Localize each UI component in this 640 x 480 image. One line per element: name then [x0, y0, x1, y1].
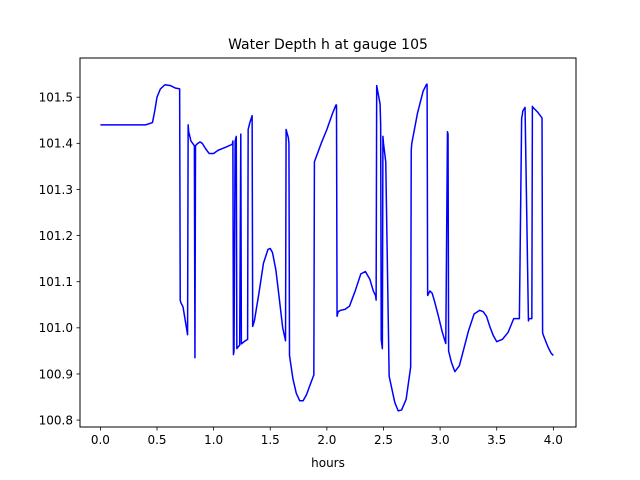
series-layer: [100, 83, 554, 412]
y-tick-label: 101.0: [39, 321, 73, 335]
chart-title: Water Depth h at gauge 105: [228, 37, 428, 53]
y-tick-label: 101.3: [39, 183, 73, 197]
ticks-layer: 0.0 0.5 1.0 1.5 2.0 2.5 3.0 3.5 4.0 100.8 100.9 101…: [39, 91, 563, 447]
x-tick-label: 2.5: [374, 433, 393, 447]
x-axis-label: hours: [311, 456, 345, 470]
x-tick-label: 0.0: [91, 433, 110, 447]
series-line-0: [100, 83, 554, 412]
plot-area: [80, 58, 576, 427]
y-tick-label: 101.4: [39, 137, 73, 151]
x-tick-label: 4.0: [544, 433, 563, 447]
x-tick-label: 1.5: [261, 433, 280, 447]
y-tick-label: 101.2: [39, 229, 73, 243]
y-tick-label: 101.5: [39, 91, 73, 105]
axes-frame: [79, 57, 577, 428]
y-tick-label: 101.1: [39, 275, 73, 289]
y-tick-label: 100.8: [39, 413, 73, 427]
y-tick-label: 100.9: [39, 367, 73, 381]
x-tick-label: 1.0: [204, 433, 223, 447]
x-tick-label: 0.5: [147, 433, 166, 447]
x-tick-label: 3.0: [431, 433, 450, 447]
x-tick-label: 2.0: [317, 433, 336, 447]
x-tick-label: 3.5: [487, 433, 506, 447]
